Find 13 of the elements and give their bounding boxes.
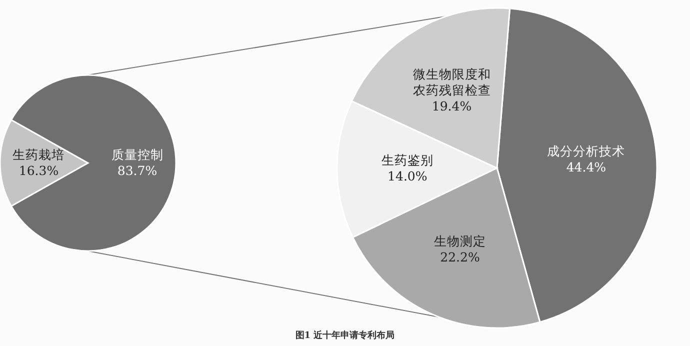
data-label: 19.4% [432, 98, 472, 114]
data-label: 83.7% [117, 163, 158, 178]
data-label: 16.3% [18, 163, 59, 178]
data-label: 22.2% [440, 250, 480, 265]
slice-label: 生药鉴别 [381, 152, 434, 168]
slice-label: 生药栽培 [12, 147, 65, 162]
slice-label: 质量控制 [111, 147, 164, 162]
slice-label: 成分分析技术 [547, 143, 626, 158]
slice-label: 微生物限度和农药残留检查 [412, 66, 491, 98]
data-label: 44.4% [566, 159, 606, 174]
slice-label: 生物测定 [434, 234, 486, 249]
caption: 图1 近十年申请专利布局 [295, 330, 395, 341]
data-label: 14.0% [388, 168, 428, 184]
